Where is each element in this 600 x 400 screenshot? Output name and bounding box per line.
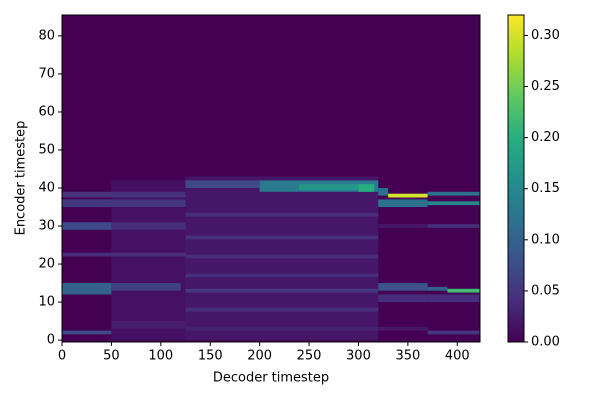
colorbar-tick-label: 0.30	[531, 28, 560, 43]
y-tick-label: 50	[38, 142, 55, 157]
x-tick-label: 350	[395, 349, 420, 364]
x-tick-label: 0	[58, 349, 66, 364]
heatmap-cell	[62, 191, 186, 198]
heatmap-cell	[62, 252, 186, 257]
heatmap-cell	[185, 307, 379, 312]
heatmap-cell	[62, 222, 112, 230]
x-axis-label: Decoder timestep	[213, 371, 329, 386]
heatmap-cell	[185, 326, 379, 331]
x-tick-label: 300	[346, 349, 371, 364]
heatmap-cell	[378, 224, 428, 228]
x-tick-label: 100	[148, 349, 173, 364]
y-tick-label: 20	[38, 257, 55, 272]
plot-frame	[61, 14, 481, 343]
y-tick-label: 0	[47, 333, 55, 348]
heatmap-cell	[378, 283, 428, 291]
y-tick-label: 10	[38, 295, 55, 310]
y-tick-label: 70	[38, 66, 55, 81]
heatmap-cell	[111, 283, 181, 291]
x-tick-label: 150	[198, 349, 223, 364]
x-tick-label: 50	[103, 349, 120, 364]
heatmap-cell	[378, 326, 428, 331]
heatmap-cell	[62, 283, 112, 295]
heatmap-cell	[185, 180, 260, 189]
x-tick-label: 200	[247, 349, 272, 364]
heatmap-cell	[427, 330, 480, 335]
heatmap-cell	[111, 321, 186, 329]
colorbar-tick-label: 0.25	[531, 79, 560, 94]
colorbar-tick-label: 0.20	[531, 130, 560, 145]
heatmap-cell	[427, 191, 480, 196]
colorbar	[507, 14, 525, 343]
x-tick-label: 400	[445, 349, 470, 364]
y-tick-label: 80	[38, 28, 55, 43]
heatmap-cell	[447, 288, 480, 293]
heatmap-cell	[111, 222, 186, 230]
heatmap-cell	[185, 254, 379, 259]
heatmap-cell	[185, 212, 379, 217]
colorbar-tick-label: 0.10	[531, 232, 560, 247]
colorbar-tick-label: 0.15	[531, 181, 560, 196]
heatmap-cell	[388, 193, 428, 198]
heatmap-cell	[185, 235, 379, 240]
heatmap-cell	[378, 188, 389, 196]
heatmap-cell	[427, 294, 480, 303]
y-tick-label: 30	[38, 219, 55, 234]
heatmap-cell	[111, 180, 186, 341]
y-tick-label: 40	[38, 181, 55, 196]
y-tick-label: 60	[38, 104, 55, 119]
heatmap-cell	[427, 286, 448, 291]
heatmap-cell	[62, 330, 112, 335]
heatmap-cell	[62, 199, 186, 208]
colorbar-tick-label: 0.05	[531, 283, 560, 298]
heatmap-cell	[427, 201, 480, 206]
heatmap-cell	[185, 288, 379, 293]
heatmap-cell	[358, 184, 375, 192]
heatmap-cell	[427, 224, 480, 228]
heatmap-cell	[378, 294, 428, 303]
colorbar-tick-label: 0.00	[531, 335, 560, 350]
heatmap-cell	[378, 199, 428, 208]
y-axis-label: Encoder timestep	[14, 121, 29, 236]
heatmap-cell	[185, 273, 379, 278]
heatmap-cell	[299, 184, 359, 190]
x-tick-label: 250	[297, 349, 322, 364]
